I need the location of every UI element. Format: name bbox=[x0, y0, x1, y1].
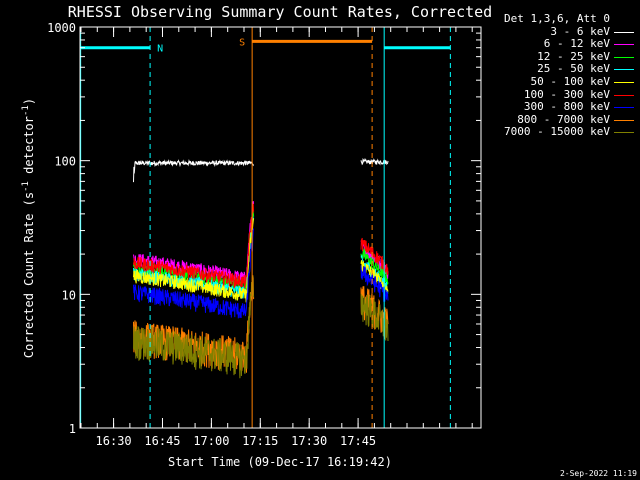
y-axis-label-part: detector bbox=[22, 116, 36, 181]
x-axis-label: Start Time (09-Dec-17 16:19:42) bbox=[168, 455, 392, 469]
series-group bbox=[133, 157, 389, 379]
legend-item-label: 3 - 6 keV bbox=[550, 24, 610, 38]
flag-label-0: N bbox=[157, 44, 163, 55]
flag-label-1: S bbox=[239, 37, 245, 48]
legend-item: 6 - 12 keV bbox=[478, 38, 638, 51]
legend-title: Det 1,3,6, Att 0 bbox=[504, 12, 610, 25]
legend-item: 100 - 300 keV bbox=[478, 87, 638, 102]
legend-item-swatch bbox=[614, 132, 634, 134]
flags-group: NS bbox=[80, 27, 451, 428]
legend-item-label: 800 - 7000 keV bbox=[517, 112, 610, 126]
y-tick-label-3: 1000 bbox=[47, 21, 76, 35]
x-tick-label-2: 17:00 bbox=[193, 434, 229, 448]
series-line-7 bbox=[133, 275, 389, 373]
x-axis: 16:30 16:45 17:00 17:15 17:30 17:45 bbox=[80, 27, 473, 448]
legend-item: 300 - 800 keV bbox=[478, 101, 638, 114]
y-axis-label-part: -1 bbox=[21, 105, 31, 116]
legend-item-swatch bbox=[614, 81, 634, 83]
legend: Det 1,3,6, Att 0 3 - 6 keV 6 - 12 keV 12 -… bbox=[478, 12, 638, 139]
legend-item: 3 - 6 keV bbox=[478, 24, 638, 39]
legend-item-swatch bbox=[614, 94, 634, 96]
series-line-0 bbox=[133, 157, 389, 183]
legend-item: 50 - 100 keV bbox=[478, 74, 638, 89]
y-tick-label-0: 1 bbox=[69, 422, 76, 436]
y-tick-label-1: 10 bbox=[62, 288, 76, 302]
y-tick-label-2: 100 bbox=[54, 155, 76, 169]
x-tick-label-0: 16:30 bbox=[96, 434, 132, 448]
legend-item-label: 50 - 100 keV bbox=[530, 74, 610, 88]
legend-item-swatch bbox=[614, 69, 634, 71]
series-line-8 bbox=[133, 275, 389, 379]
y-axis-label-part: Corrected Count Rate (s bbox=[22, 192, 36, 358]
legend-item-swatch bbox=[614, 119, 634, 121]
footer-date: 2-Sep-2022 11:19 bbox=[559, 469, 637, 478]
series-line-3 bbox=[133, 216, 389, 300]
y-axis-label-part: ) bbox=[22, 98, 36, 105]
chart-title: RHESSI Observing Summary Count Rates, Co… bbox=[68, 3, 492, 21]
legend-item-label: 7000 - 15000 keV bbox=[504, 125, 610, 139]
x-tick-label-4: 17:30 bbox=[291, 434, 327, 448]
legend-item: 800 - 7000 keV bbox=[478, 112, 638, 127]
y-axis-label: Corrected Count Rate (s-1 detector-1) bbox=[21, 98, 36, 358]
legend-item-label: 100 - 300 keV bbox=[523, 87, 610, 101]
y-axis: 1 10 100 1000 bbox=[47, 21, 481, 436]
legend-item-label: 25 - 50 keV bbox=[537, 62, 610, 76]
legend-item: 25 - 50 keV bbox=[478, 63, 638, 76]
plot-frame bbox=[79, 26, 482, 429]
legend-item-label: 12 - 25 keV bbox=[537, 49, 610, 63]
legend-item-label: 6 - 12 keV bbox=[543, 37, 610, 51]
legend-item-swatch bbox=[614, 107, 634, 109]
x-tick-label-1: 16:45 bbox=[144, 434, 180, 448]
legend-item-swatch bbox=[614, 56, 634, 58]
legend-item-label: 300 - 800 keV bbox=[523, 100, 610, 114]
x-tick-label-5: 17:45 bbox=[340, 434, 376, 448]
y-axis-label-part: -1 bbox=[21, 181, 31, 192]
series-line-5 bbox=[133, 203, 389, 290]
legend-item-swatch bbox=[614, 31, 634, 33]
series-line-4 bbox=[133, 218, 389, 303]
legend-item-swatch bbox=[614, 44, 634, 46]
legend-item: 12 - 25 keV bbox=[478, 49, 638, 64]
x-tick-label-3: 17:15 bbox=[242, 434, 278, 448]
legend-item: 7000 - 15000 keV bbox=[478, 126, 638, 139]
series-line-6 bbox=[133, 228, 389, 319]
